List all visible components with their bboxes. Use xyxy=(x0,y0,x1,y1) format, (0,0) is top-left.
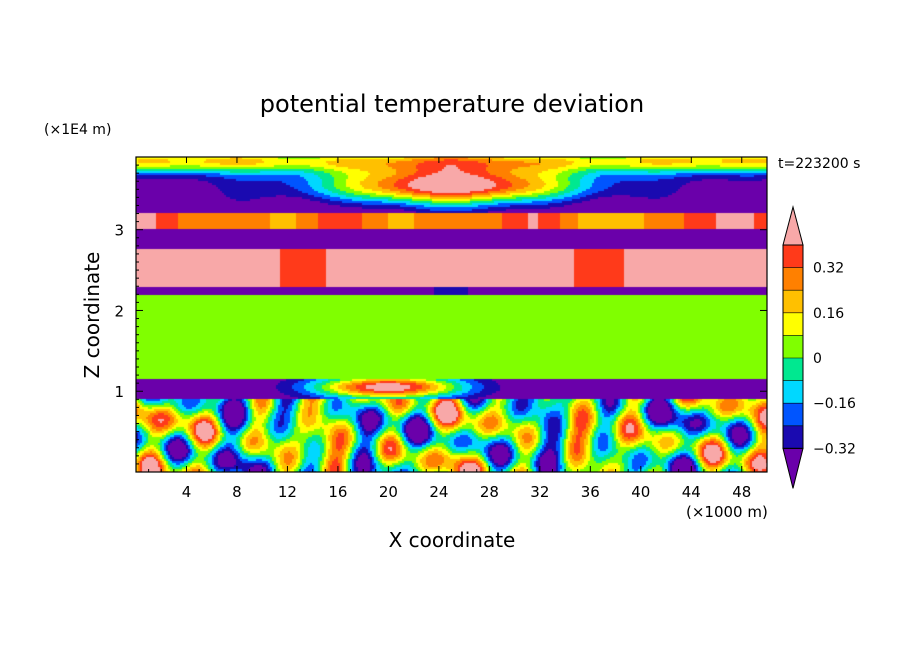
colorbar-segment xyxy=(783,245,803,268)
x-tick-label: 44 xyxy=(682,483,701,501)
x-tick-label: 36 xyxy=(581,483,600,501)
colorbar-segment xyxy=(783,267,803,291)
x-tick-label: 4 xyxy=(182,483,192,501)
x-tick-label: 28 xyxy=(480,483,499,501)
colorbar-segment xyxy=(783,403,803,426)
y-tick-label: 1 xyxy=(114,383,124,401)
colorbar-segment xyxy=(783,290,803,313)
colorbar-tick-label: 0.16 xyxy=(813,306,844,322)
y-axis-label: Z coordinate xyxy=(80,252,104,379)
x-tick-label: 40 xyxy=(631,483,650,501)
x-axis: 4 8 12 16 20 24 28 32 36 40 44 48 xyxy=(148,157,755,501)
colorbar-tick-label: −0.32 xyxy=(813,441,856,457)
chart-title: potential temperature deviation xyxy=(260,90,644,118)
y-axis: 1 2 3 xyxy=(114,164,767,465)
x-tick-label: 48 xyxy=(732,483,751,501)
x-tick-label: 32 xyxy=(530,483,549,501)
heatmap-field xyxy=(136,157,767,472)
colorbar-tick-label: −0.16 xyxy=(813,396,856,412)
x-tick-label: 24 xyxy=(429,483,448,501)
colorbar-segment xyxy=(783,425,803,449)
x-unit-label: (×1000 m) xyxy=(686,503,768,521)
heatmap-image xyxy=(136,157,767,472)
colorbar-tick-label: 0 xyxy=(813,351,822,367)
colorbar: 0.32 0.16 0 −0.16 −0.32 xyxy=(782,205,856,489)
time-label: t=223200 s xyxy=(778,156,860,172)
x-tick-label: 12 xyxy=(278,483,297,501)
y-unit-label: (×1E4 m) xyxy=(44,122,111,138)
x-tick-label: 16 xyxy=(328,483,347,501)
y-tick-label: 2 xyxy=(114,302,124,320)
colorbar-segment xyxy=(783,335,803,358)
y-tick-label: 3 xyxy=(114,222,124,240)
colorbar-max-triangle xyxy=(782,205,804,246)
colorbar-tick-label: 0.32 xyxy=(813,261,844,277)
x-tick-label: 8 xyxy=(232,483,242,501)
colorbar-segment xyxy=(783,358,803,381)
colorbar-frame xyxy=(782,244,804,449)
colorbar-min-triangle xyxy=(782,447,804,489)
colorbar-segment xyxy=(783,380,803,404)
colorbar-segment xyxy=(783,312,803,336)
x-tick-label: 20 xyxy=(379,483,398,501)
x-axis-label: X coordinate xyxy=(389,528,516,552)
